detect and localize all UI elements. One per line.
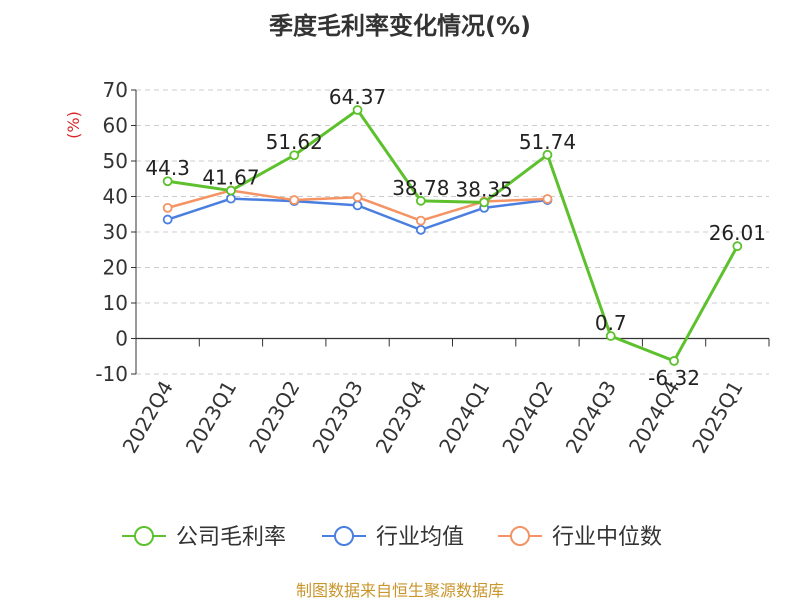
x-tick-label: 2023Q3	[307, 377, 367, 458]
data-label: 51.62	[266, 130, 323, 154]
data-point	[732, 241, 743, 252]
y-tick-label: 30	[103, 220, 128, 244]
data-label: 26.01	[709, 221, 766, 245]
data-label: 64.37	[329, 85, 386, 109]
data-point	[542, 149, 553, 160]
y-tick-label: 0	[115, 327, 128, 351]
x-tick-label: 2023Q2	[244, 377, 304, 458]
x-tick-label: 2023Q4	[371, 377, 431, 458]
legend: 公司毛利率 行业均值 行业中位数	[122, 525, 662, 550]
y-tick-label: 40	[103, 185, 128, 209]
data-label: 38.78	[392, 176, 449, 200]
series-lines	[167, 108, 739, 363]
x-tick-label: 2024Q1	[434, 377, 494, 458]
legend-label: 公司毛利率	[176, 525, 286, 550]
legend-marker	[334, 526, 354, 546]
chart-title: 季度毛利率变化情况(%)	[269, 12, 531, 40]
data-point	[226, 185, 236, 196]
x-tick-label: 2022Q4	[118, 377, 178, 458]
data-point	[162, 176, 173, 187]
data-point	[352, 200, 363, 211]
legend-label: 行业中位数	[552, 525, 662, 550]
y-tick-label: 10	[103, 291, 128, 315]
data-label: 44.3	[145, 156, 190, 180]
legend-marker	[134, 526, 154, 546]
data-point	[542, 194, 553, 204]
data-point	[669, 356, 679, 366]
y-tick-label: 60	[103, 114, 128, 138]
series-line	[167, 108, 739, 363]
data-label: 38.35	[456, 177, 513, 201]
legend-label: 行业均值	[376, 525, 464, 550]
x-tick-label: 2024Q2	[497, 377, 557, 458]
data-point	[415, 224, 426, 235]
data-points	[162, 105, 743, 366]
data-label: 0.7	[595, 311, 627, 335]
y-tick-label: 70	[103, 78, 128, 102]
y-tick-label: 20	[103, 256, 128, 280]
y-tick-label: -10	[95, 362, 128, 386]
data-point	[289, 195, 300, 205]
data-label: 41.67	[202, 166, 259, 190]
source-note: 制图数据来自恒生聚源数据库	[296, 581, 504, 600]
data-point	[352, 192, 363, 203]
data-point	[162, 202, 173, 213]
y-axis-unit: (%)	[64, 111, 83, 139]
data-point	[415, 195, 426, 206]
y-tick-label: 50	[103, 149, 128, 173]
data-point	[605, 331, 616, 341]
data-label: 51.74	[519, 130, 576, 154]
data-point	[352, 105, 363, 115]
data-point	[415, 215, 426, 226]
x-tick-label: 2024Q3	[561, 377, 621, 458]
data-point	[289, 150, 300, 161]
data-point	[162, 214, 173, 225]
x-tick-label: 2023Q1	[181, 377, 241, 458]
data-label: -6.32	[648, 366, 700, 390]
data-point	[479, 197, 490, 208]
data-point	[226, 193, 236, 204]
legend-marker	[510, 526, 530, 546]
grid-lines	[136, 89, 769, 375]
